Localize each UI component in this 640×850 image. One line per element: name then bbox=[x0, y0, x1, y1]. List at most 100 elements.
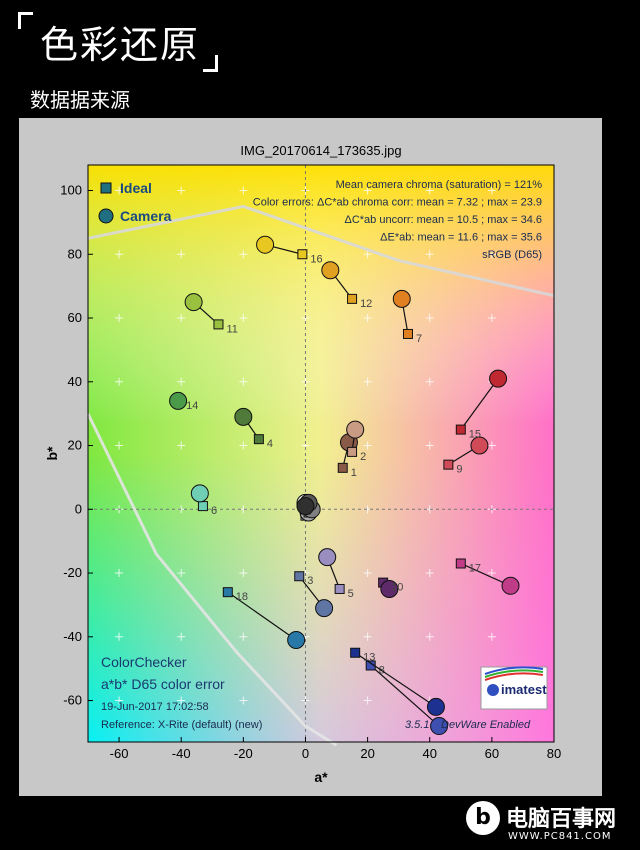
x-tick-label: 80 bbox=[547, 746, 561, 761]
stats-line-4: ΔE*ab: mean = 11.6 ; max = 35.6 bbox=[380, 232, 542, 244]
info-reference: Reference: X-Rite (default) (new) bbox=[101, 719, 262, 731]
point-label-10: 10 bbox=[391, 582, 403, 594]
grid-mark bbox=[239, 377, 248, 386]
info-edition: DevWare Enabled bbox=[441, 719, 531, 731]
ideal-marker-1 bbox=[337, 462, 348, 473]
stats-line-1: Mean camera chroma (saturation) = 121% bbox=[336, 179, 543, 191]
camera-marker-3 bbox=[315, 599, 334, 618]
ideal-marker-2 bbox=[347, 446, 358, 457]
y-tick-label: -40 bbox=[63, 629, 82, 644]
grid-mark bbox=[115, 632, 124, 641]
point-label-14: 14 bbox=[186, 400, 198, 412]
ideal-marker-7 bbox=[402, 328, 413, 339]
legend-camera-swatch bbox=[98, 208, 114, 224]
point-label-1: 1 bbox=[351, 467, 357, 479]
grid-mark bbox=[425, 441, 434, 450]
camera-marker-5 bbox=[318, 548, 337, 567]
y-tick-label: -60 bbox=[63, 693, 82, 708]
y-tick-label: 0 bbox=[75, 501, 82, 516]
camera-marker-12 bbox=[321, 261, 340, 280]
grid-mark bbox=[425, 314, 434, 323]
x-tick-label: -60 bbox=[110, 746, 129, 761]
y-tick-label: 100 bbox=[60, 183, 82, 198]
error-line-17 bbox=[460, 562, 511, 587]
point-label-5: 5 bbox=[348, 588, 354, 600]
corner-bracket-open bbox=[18, 12, 33, 29]
grid-mark bbox=[177, 696, 186, 705]
grid-mark bbox=[487, 569, 496, 578]
ideal-marker-18 bbox=[222, 587, 233, 598]
y-tick-label: 60 bbox=[68, 310, 82, 325]
stats-line-2: Color errors: ΔC*ab chroma corr: mean = … bbox=[253, 197, 542, 209]
error-line-8 bbox=[370, 665, 440, 727]
grid-mark bbox=[115, 441, 124, 450]
grid-mark bbox=[239, 314, 248, 323]
camera-marker-9 bbox=[470, 436, 489, 455]
grid-mark bbox=[177, 186, 186, 195]
grid-mark bbox=[115, 377, 124, 386]
grid-mark bbox=[239, 696, 248, 705]
grid-mark bbox=[425, 377, 434, 386]
y-tick-label: 20 bbox=[68, 438, 82, 453]
ideal-marker-17 bbox=[455, 558, 466, 569]
legend-ideal-swatch bbox=[100, 182, 112, 194]
site-watermark: b 电脑百事网 WWW.PC841.COM bbox=[458, 793, 640, 850]
grid-mark bbox=[487, 314, 496, 323]
grid-mark bbox=[239, 569, 248, 578]
grid-mark bbox=[239, 250, 248, 259]
grid-mark bbox=[115, 314, 124, 323]
ideal-marker-3 bbox=[294, 571, 305, 582]
error-line-15 bbox=[460, 378, 499, 430]
grid-mark bbox=[363, 186, 372, 195]
grid-mark bbox=[115, 250, 124, 259]
page-subtitle: 数据据来源 bbox=[30, 88, 130, 112]
camera-marker-18 bbox=[287, 630, 306, 649]
x-tick-label: 40 bbox=[422, 746, 436, 761]
y-tick-label: -20 bbox=[63, 565, 82, 580]
grid-mark bbox=[115, 186, 124, 195]
imatest-logo-swoosh bbox=[484, 672, 544, 681]
grid-mark bbox=[487, 250, 496, 259]
grid-mark bbox=[487, 441, 496, 450]
ideal-marker-16 bbox=[297, 249, 308, 260]
camera-marker-10 bbox=[380, 579, 399, 598]
point-label-9: 9 bbox=[456, 464, 462, 476]
imatest-logo-dot bbox=[487, 684, 499, 696]
grid-mark bbox=[363, 314, 372, 323]
grid-mark bbox=[425, 250, 434, 259]
point-label-6: 6 bbox=[211, 505, 217, 517]
point-label-11: 11 bbox=[226, 323, 237, 335]
grid-mark bbox=[177, 632, 186, 641]
ideal-marker-11 bbox=[213, 319, 224, 330]
camera-marker-16 bbox=[256, 235, 275, 254]
chart-svg: 123456789101112131415161718-60-40-200204… bbox=[44, 143, 561, 785]
camera-marker-24 bbox=[296, 497, 315, 516]
point-label-7: 7 bbox=[416, 333, 422, 345]
info-date: 19-Jun-2017 17:02:58 bbox=[101, 701, 209, 713]
x-tick-label: 60 bbox=[485, 746, 499, 761]
page-title: 色彩还原 bbox=[40, 23, 201, 67]
ideal-marker-4 bbox=[253, 434, 264, 445]
grid-mark bbox=[363, 250, 372, 259]
camera-marker-17 bbox=[501, 576, 520, 595]
grid-mark bbox=[363, 569, 372, 578]
point-label-17: 17 bbox=[469, 562, 481, 574]
grid-mark bbox=[239, 186, 248, 195]
grid-mark bbox=[115, 569, 124, 578]
grid-mark bbox=[425, 186, 434, 195]
page-heading: 色彩还原 bbox=[18, 8, 219, 72]
point-label-3: 3 bbox=[307, 575, 313, 587]
imatest-logo-swoosh bbox=[484, 666, 544, 675]
y-axis-label: b* bbox=[44, 446, 60, 461]
grid-mark bbox=[177, 250, 186, 259]
grid-mark bbox=[363, 441, 372, 450]
info-subtitle: a*b* D65 color error bbox=[101, 676, 225, 692]
y-tick-label: 80 bbox=[68, 246, 82, 261]
ideal-marker-15 bbox=[455, 424, 466, 435]
point-label-12: 12 bbox=[360, 298, 372, 310]
grid-mark bbox=[363, 632, 372, 641]
gamut-boundary-upper bbox=[87, 204, 555, 298]
chart-title: IMG_20170614_173635.jpg bbox=[240, 143, 401, 158]
point-label-2: 2 bbox=[360, 451, 366, 463]
grid-mark bbox=[425, 632, 434, 641]
